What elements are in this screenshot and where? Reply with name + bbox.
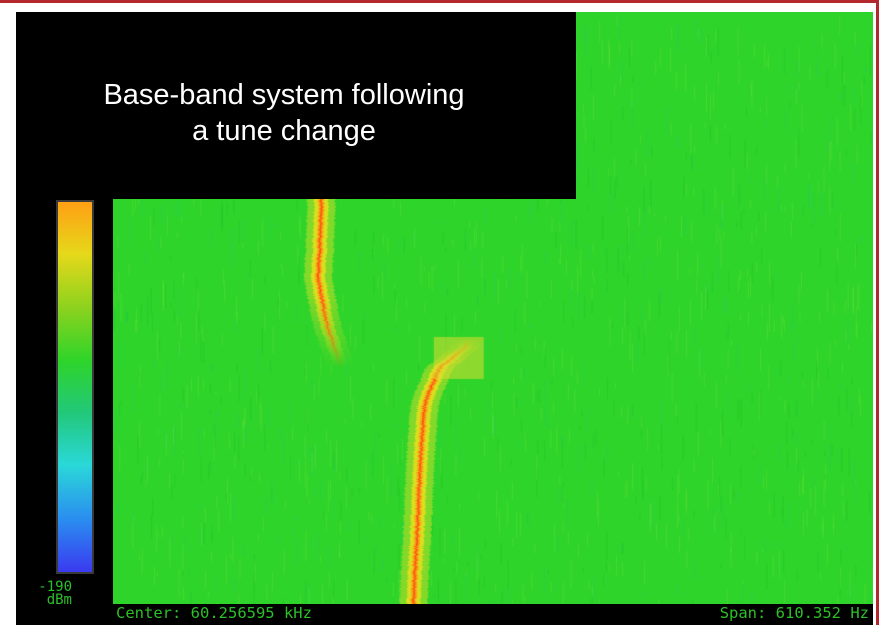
title-box: Base-band system following a tune change xyxy=(16,12,576,199)
color-scale-bar xyxy=(56,200,94,574)
span-label: Span: 610.352 Hz xyxy=(719,604,869,622)
spectrum-analyzer-screen: -190 dBm Center: 60.256595 kHz Span: 610… xyxy=(16,12,873,625)
slide-right-rule xyxy=(876,0,879,625)
slide-title-line-1: Base-band system following xyxy=(103,79,465,111)
slide-title: Base-band system following a tune change xyxy=(24,77,544,149)
scale-unit: dBm xyxy=(46,592,72,608)
center-frequency-label: Center: 60.256595 kHz xyxy=(116,604,312,622)
scale-min-value: -190 xyxy=(38,579,72,595)
slide-title-line-2: a tune change xyxy=(192,115,376,147)
slide-top-rule xyxy=(0,0,879,3)
